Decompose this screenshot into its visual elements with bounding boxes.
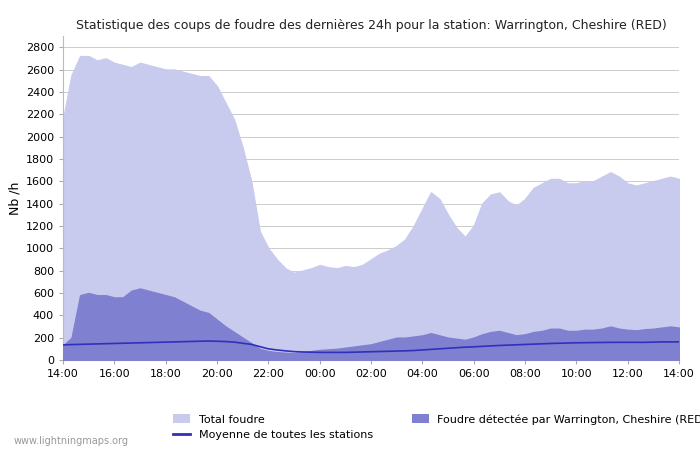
Legend: Total foudre, Moyenne de toutes les stations, Foudre détectée par Warrington, Ch: Total foudre, Moyenne de toutes les stat… bbox=[174, 414, 700, 440]
Text: www.lightningmaps.org: www.lightningmaps.org bbox=[14, 436, 129, 446]
Title: Statistique des coups de foudre des dernières 24h pour la station: Warrington, C: Statistique des coups de foudre des dern… bbox=[76, 19, 666, 32]
Y-axis label: Nb /h: Nb /h bbox=[8, 181, 22, 215]
